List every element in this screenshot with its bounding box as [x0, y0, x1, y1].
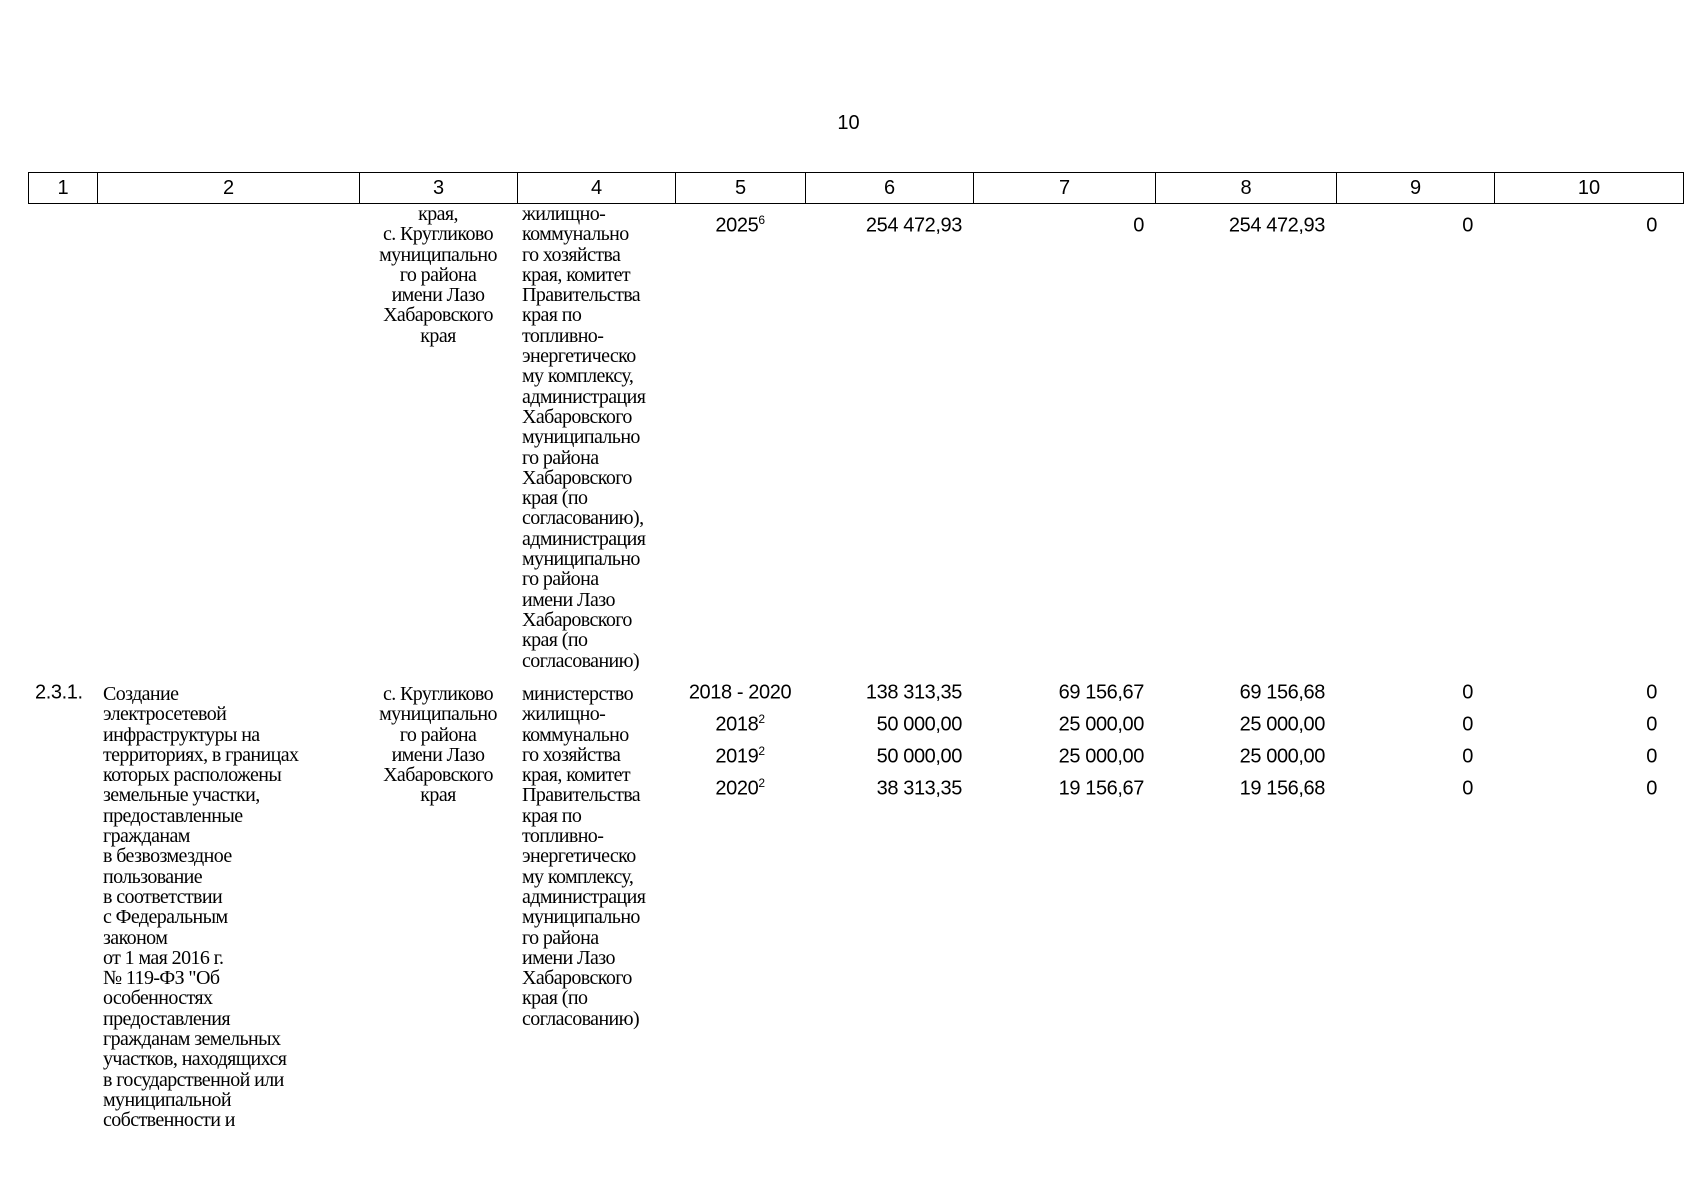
amount-local: 0	[1462, 713, 1473, 736]
amount-total: 254 472,93	[865, 214, 963, 237]
executor-location: с. Кругликово муниципально го района име…	[379, 683, 497, 807]
header-col-6: 6	[806, 173, 974, 203]
year-cell: 2018 - 2020	[688, 681, 792, 704]
amount-other: 0	[1646, 777, 1657, 800]
amount-federal: 25 000,00	[1058, 713, 1145, 736]
amount-other: 0	[1646, 745, 1657, 768]
header-col-1: 1	[29, 173, 98, 203]
amount-total: 50 000,00	[876, 745, 963, 768]
amount-federal: 0	[1133, 214, 1144, 237]
year-cell: 20182	[715, 711, 765, 736]
amount-federal: 69 156,67	[1058, 681, 1145, 704]
row-number: 2.3.1.	[35, 681, 83, 704]
amount-other: 0	[1646, 214, 1657, 237]
year-cell: 20202	[715, 775, 765, 800]
amount-total: 38 313,35	[876, 777, 963, 800]
amount-federal: 25 000,00	[1058, 745, 1145, 768]
continuation-executor-location: края, с. Кругликово муниципально го райо…	[379, 203, 497, 347]
header-col-3: 3	[360, 173, 518, 203]
amount-local: 0	[1462, 777, 1473, 800]
amount-regional: 254 472,93	[1228, 214, 1326, 237]
year-cell: 20256	[715, 212, 765, 237]
table-header-row: 1 2 3 4 5 6 7 8 9 10	[28, 172, 1684, 204]
amount-local: 0	[1462, 745, 1473, 768]
amount-local: 0	[1462, 681, 1473, 704]
header-col-4: 4	[518, 173, 676, 203]
continuation-responsible: жилищно- коммунально го хозяйства края, …	[522, 203, 646, 672]
year-cell: 20192	[715, 743, 765, 768]
measure-description: Создание электросетевой инфраструктуры н…	[103, 683, 299, 1132]
amount-federal: 19 156,67	[1058, 777, 1145, 800]
amount-regional: 19 156,68	[1239, 777, 1326, 800]
amount-regional: 25 000,00	[1239, 745, 1326, 768]
amount-other: 0	[1646, 713, 1657, 736]
header-col-10: 10	[1577, 176, 1601, 199]
amount-total: 50 000,00	[876, 713, 963, 736]
header-col-2: 2	[98, 173, 360, 203]
header-col-9: 9	[1337, 173, 1495, 203]
header-col-5: 5	[676, 173, 806, 203]
amount-total: 138 313,35	[865, 681, 963, 704]
header-col-8: 8	[1156, 173, 1337, 203]
amount-other: 0	[1646, 681, 1657, 704]
responsible-executor: министерство жилищно- коммунально го хоз…	[522, 683, 646, 1030]
amount-regional: 25 000,00	[1239, 713, 1326, 736]
amount-regional: 69 156,68	[1239, 681, 1326, 704]
page-number: 10	[837, 112, 860, 134]
header-col-7: 7	[974, 173, 1156, 203]
amount-local: 0	[1462, 214, 1473, 237]
